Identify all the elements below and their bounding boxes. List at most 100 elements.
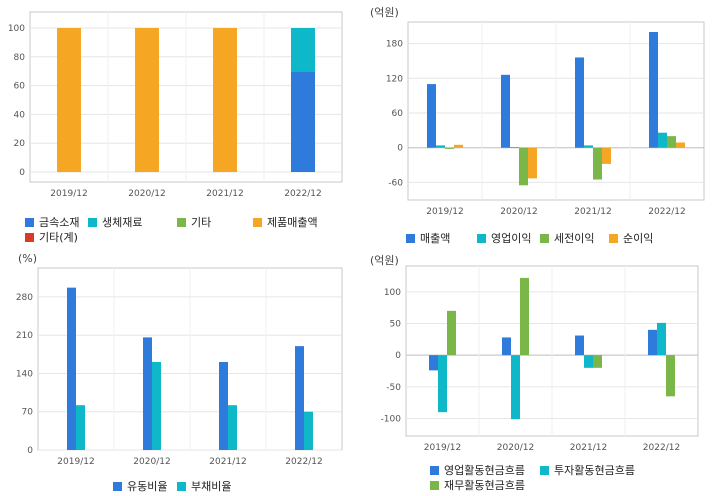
legend-item: 매출액 bbox=[406, 230, 450, 246]
bar bbox=[666, 355, 675, 397]
y-tick-label: 70 bbox=[22, 408, 34, 418]
legend-item: 재무활동현금흐름 bbox=[430, 477, 525, 493]
legend-item: 투자활동현금흐름 bbox=[540, 462, 635, 478]
bar bbox=[510, 147, 519, 148]
bar bbox=[519, 147, 528, 186]
x-tick-label: 2019/12 bbox=[424, 443, 461, 453]
legend-label: 영업이익 bbox=[491, 232, 532, 245]
x-tick-label: 2020/12 bbox=[500, 207, 537, 217]
legend-label: 부채비율 bbox=[191, 480, 232, 493]
profit-chart: -60 0 60 120 180 2019/12 2020/12 2021/12 2022/12 bbox=[386, 21, 705, 217]
legend-item: 기타 bbox=[177, 214, 211, 230]
legend-label: 제품매출액 bbox=[267, 216, 318, 229]
bar bbox=[667, 136, 676, 148]
x-tick-label: 2019/12 bbox=[426, 207, 463, 217]
x-tick-label: 2021/12 bbox=[209, 457, 246, 467]
legend-label: 재무활동현금흐름 bbox=[444, 479, 525, 492]
legend-swatch bbox=[477, 233, 486, 243]
unit-label: (억원) bbox=[370, 6, 399, 19]
x-tick-label: 2019/12 bbox=[50, 189, 87, 199]
y-tick-label: 60 bbox=[14, 82, 26, 92]
legend-item: 금속소재 bbox=[25, 214, 79, 230]
bar bbox=[454, 144, 463, 148]
x-tick-label: 2020/12 bbox=[497, 443, 534, 453]
sales-composition-chart: 0 20 40 60 80 100 2019/12 2020/12 2021/12 2022/12 bbox=[8, 11, 343, 199]
sales-composition-panel: 0 20 40 60 80 100 2019/12 2020/12 2021/12 2022/12… bbox=[0, 0, 360, 248]
bar bbox=[291, 71, 315, 172]
bar bbox=[649, 32, 658, 148]
x-tick-label: 2020/12 bbox=[133, 457, 170, 467]
legend-item: 영업이익 bbox=[477, 230, 531, 246]
legend-item: 제품매출액 bbox=[253, 214, 318, 230]
bar bbox=[511, 355, 520, 420]
bar bbox=[295, 346, 304, 450]
y-tick-label: -50 bbox=[386, 383, 401, 393]
bar bbox=[304, 411, 313, 450]
x-tick-label: 2021/12 bbox=[206, 189, 243, 199]
legend-swatch bbox=[25, 217, 34, 227]
y-tick-label: 280 bbox=[16, 293, 33, 303]
y-tick-label: -100 bbox=[381, 415, 402, 425]
y-tick-label: 210 bbox=[16, 331, 33, 341]
legend-swatch bbox=[540, 465, 549, 475]
bar bbox=[67, 287, 76, 450]
legend-swatch bbox=[113, 481, 122, 491]
bar bbox=[657, 322, 666, 356]
y-tick-label: 20 bbox=[14, 139, 26, 149]
legend-swatch bbox=[253, 217, 262, 227]
x-tick-label: 2022/12 bbox=[284, 189, 321, 199]
y-tick-label: 80 bbox=[14, 53, 26, 63]
legend-item: 유동비율 bbox=[113, 478, 167, 494]
legend-label: 투자활동현금흐름 bbox=[554, 464, 635, 477]
legend-swatch bbox=[430, 480, 439, 490]
legend-item: 기타(계) bbox=[25, 229, 78, 245]
legend-item: 부채비율 bbox=[177, 478, 231, 494]
bar bbox=[584, 355, 593, 368]
y-tick-label: 0 bbox=[27, 446, 33, 456]
y-tick-label: 0 bbox=[19, 168, 25, 178]
legend-label: 매출액 bbox=[420, 232, 451, 245]
bar bbox=[676, 142, 685, 148]
bar bbox=[502, 337, 511, 356]
y-tick-label: 60 bbox=[392, 109, 404, 119]
y-tick-label: -60 bbox=[388, 178, 403, 188]
bar bbox=[219, 361, 228, 450]
bar bbox=[602, 147, 611, 164]
x-tick-label: 2021/12 bbox=[570, 443, 607, 453]
bar bbox=[57, 28, 81, 172]
legend-item: 생체재료 bbox=[88, 214, 142, 230]
cashflow-panel: (억원) -100 -50 0 50 100 2019/12 2020/12 2021/12 2… bbox=[360, 248, 720, 496]
cashflow-chart: -100 -50 0 50 100 2019/12 2020/12 2021/12 2022/1… bbox=[381, 265, 699, 453]
legend-label: 기타 bbox=[191, 216, 212, 229]
legend-swatch bbox=[25, 232, 34, 242]
bar bbox=[429, 355, 438, 371]
x-tick-label: 2022/12 bbox=[643, 443, 680, 453]
bar bbox=[76, 405, 85, 450]
legend-label: 기타(계) bbox=[39, 231, 78, 244]
bar bbox=[501, 74, 510, 148]
bar bbox=[575, 57, 584, 148]
y-tick-label: 100 bbox=[8, 24, 25, 34]
legend-label: 세전이익 bbox=[554, 232, 595, 245]
bar bbox=[213, 28, 237, 172]
legend-label: 유동비율 bbox=[127, 480, 168, 493]
y-tick-label: 0 bbox=[397, 144, 403, 154]
unit-label: (%) bbox=[18, 252, 38, 265]
bar bbox=[593, 355, 602, 368]
bar bbox=[658, 132, 667, 148]
legend-item: 영업활동현금흐름 bbox=[430, 462, 525, 478]
y-tick-label: 100 bbox=[384, 288, 401, 298]
bar bbox=[438, 355, 447, 413]
unit-label: (억원) bbox=[370, 254, 399, 267]
bar bbox=[427, 84, 436, 148]
legend-swatch bbox=[177, 217, 186, 227]
legend-label: 생체재료 bbox=[102, 216, 143, 229]
bar bbox=[593, 147, 602, 180]
legend-label: 영업활동현금흐름 bbox=[444, 464, 525, 477]
legend-item: 순이익 bbox=[609, 230, 653, 246]
bar bbox=[584, 145, 593, 148]
legend-swatch bbox=[406, 233, 415, 243]
legend-label: 순이익 bbox=[623, 232, 654, 245]
legend-item: 세전이익 bbox=[540, 230, 594, 246]
bar bbox=[135, 28, 159, 172]
